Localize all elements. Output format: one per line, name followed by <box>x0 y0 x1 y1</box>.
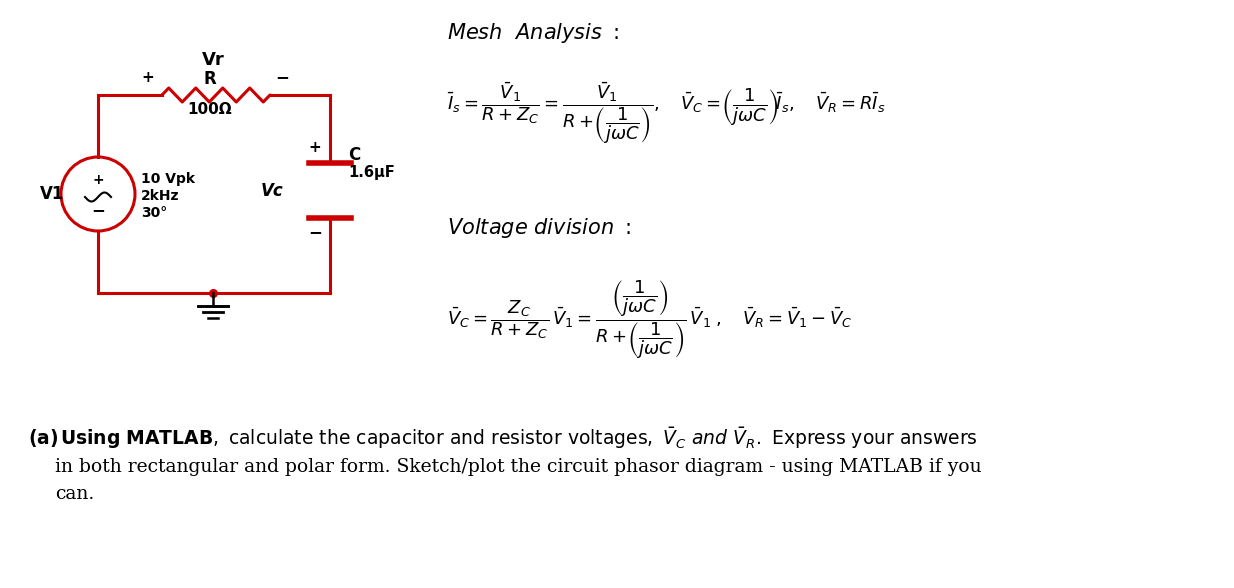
Text: $\bar{V}_C = \dfrac{Z_C}{R + Z_C}\,\bar{V}_1 = \dfrac{\left(\dfrac{1}{j\omega C}: $\bar{V}_C = \dfrac{Z_C}{R + Z_C}\,\bar{… <box>447 279 853 362</box>
Text: −: − <box>91 201 105 219</box>
Text: $\mathbf{Using\ MATLAB}$$\mathrm{,\ calculate\ the\ capacitor\ and\ resistor\ vo: $\mathbf{Using\ MATLAB}$$\mathrm{,\ calc… <box>60 425 977 451</box>
Text: −: − <box>275 68 289 86</box>
Text: $\mathbf{(a)}$: $\mathbf{(a)}$ <box>28 427 58 449</box>
Text: Vr: Vr <box>201 51 225 69</box>
Text: +: + <box>142 69 154 85</box>
Text: can.: can. <box>56 485 94 503</box>
Text: $\bar{I}_{s} = \dfrac{\bar{V}_{1}}{R + Z_C} = \dfrac{\bar{V}_{1}}{R + \!\left(\d: $\bar{I}_{s} = \dfrac{\bar{V}_{1}}{R + Z… <box>447 80 886 146</box>
Text: 10 Vpk: 10 Vpk <box>141 172 195 186</box>
Text: C: C <box>348 146 360 164</box>
Text: +: + <box>308 141 321 155</box>
Text: Vc: Vc <box>260 182 284 200</box>
Text: −: − <box>308 223 322 241</box>
Text: V1: V1 <box>39 185 64 203</box>
Text: 100Ω: 100Ω <box>188 102 232 118</box>
Text: $\mathit{Voltage\ division\ :}$: $\mathit{Voltage\ division\ :}$ <box>447 216 631 240</box>
Text: 1.6μF: 1.6μF <box>348 165 395 181</box>
Text: R: R <box>204 70 216 88</box>
Text: +: + <box>93 173 104 187</box>
Text: 2kHz: 2kHz <box>141 189 179 203</box>
Text: $\mathit{Mesh\ \ Analysis\ :}$: $\mathit{Mesh\ \ Analysis\ :}$ <box>447 21 619 45</box>
Text: in both rectangular and polar form. Sketch/plot the circuit phasor diagram - usi: in both rectangular and polar form. Sket… <box>56 458 981 476</box>
Text: 30°: 30° <box>141 206 168 220</box>
